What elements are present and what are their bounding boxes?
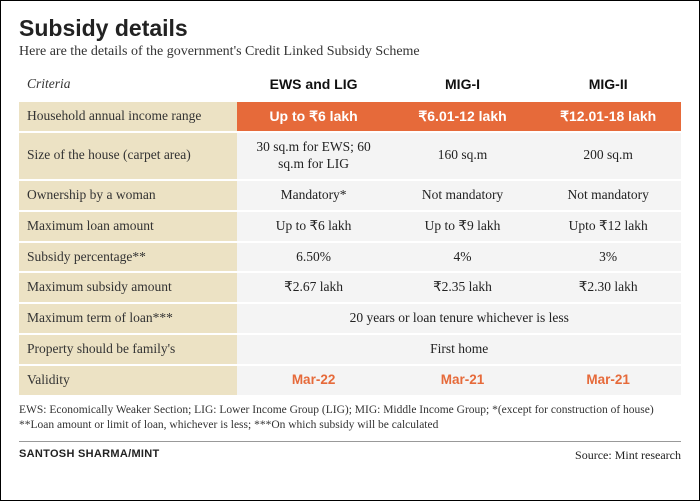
cell: Up to ₹9 lakh [390,211,536,242]
row-income: Household annual income range Up to ₹6 l… [19,101,681,133]
cell: 30 sq.m for EWS; 60 sq.m for LIG [237,132,389,180]
subsidy-table: Criteria EWS and LIG MIG-I MIG-II Househ… [19,70,681,397]
cell: Upto ₹12 lakh [535,211,681,242]
row-label: Maximum subsidy amount [19,272,237,303]
col-mig-ii: MIG-II [535,70,681,101]
cell: Mar-21 [535,365,681,396]
page-subtitle: Here are the details of the government's… [19,44,681,60]
source: Source: Mint research [575,448,681,463]
footnote: EWS: Economically Weaker Section; LIG: L… [19,403,681,433]
col-ews-lig: EWS and LIG [237,70,389,101]
row-term: Maximum term of loan*** 20 years or loan… [19,303,681,334]
footer: SANTOSH SHARMA/MINT Source: Mint researc… [19,441,681,463]
byline: SANTOSH SHARMA/MINT [19,448,160,463]
row-size: Size of the house (carpet area) 30 sq.m … [19,132,681,180]
cell: ₹2.30 lakh [535,272,681,303]
cell: Mar-22 [237,365,389,396]
cell: ₹6.01-12 lakh [390,101,536,133]
row-label: Maximum term of loan*** [19,303,237,334]
row-label: Size of the house (carpet area) [19,132,237,180]
row-maxloan: Maximum loan amount Up to ₹6 lakh Up to … [19,211,681,242]
cell: ₹2.67 lakh [237,272,389,303]
cell: Not mandatory [390,180,536,211]
row-label: Subsidy percentage** [19,242,237,273]
row-label: Property should be family's [19,334,237,365]
page-title: Subsidy details [19,15,681,42]
cell: Not mandatory [535,180,681,211]
col-mig-i: MIG-I [390,70,536,101]
row-subsidypct: Subsidy percentage** 6.50% 4% 3% [19,242,681,273]
row-label: Ownership by a woman [19,180,237,211]
row-label: Household annual income range [19,101,237,133]
cell-span: 20 years or loan tenure whichever is les… [237,303,681,334]
row-label: Validity [19,365,237,396]
cell: ₹2.35 lakh [390,272,536,303]
cell: 3% [535,242,681,273]
cell: Up to ₹6 lakh [237,101,389,133]
cell: Mandatory* [237,180,389,211]
cell: 160 sq.m [390,132,536,180]
row-ownership: Ownership by a woman Mandatory* Not mand… [19,180,681,211]
cell: 6.50% [237,242,389,273]
cell: 4% [390,242,536,273]
row-maxsubsidy: Maximum subsidy amount ₹2.67 lakh ₹2.35 … [19,272,681,303]
criteria-header: Criteria [19,70,237,101]
cell-span: First home [237,334,681,365]
row-label: Maximum loan amount [19,211,237,242]
cell: ₹12.01-18 lakh [535,101,681,133]
header-row: Criteria EWS and LIG MIG-I MIG-II [19,70,681,101]
cell: Mar-21 [390,365,536,396]
cell: 200 sq.m [535,132,681,180]
row-property: Property should be family's First home [19,334,681,365]
row-validity: Validity Mar-22 Mar-21 Mar-21 [19,365,681,396]
cell: Up to ₹6 lakh [237,211,389,242]
